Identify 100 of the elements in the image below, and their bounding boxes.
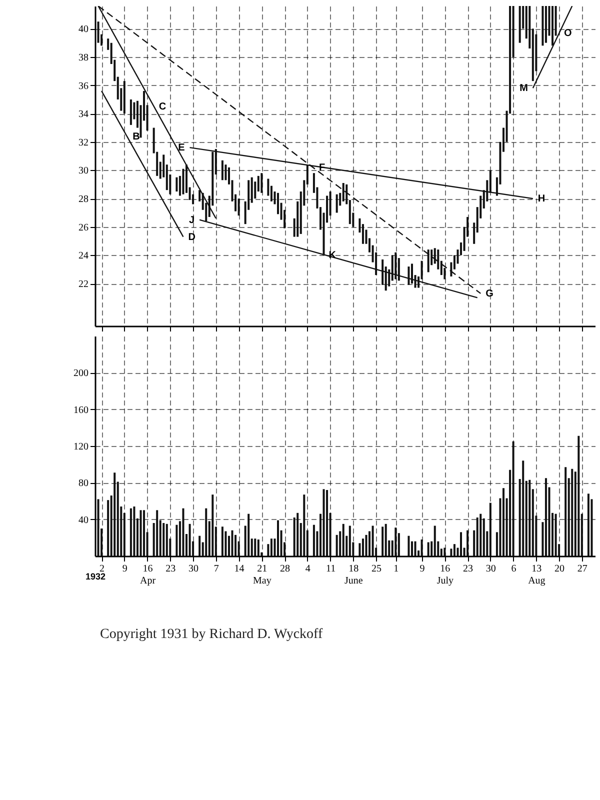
bar [198, 536, 201, 556]
bar [476, 518, 478, 556]
bar [166, 524, 168, 556]
bar [254, 538, 256, 556]
annotation: H [538, 194, 546, 205]
bar [336, 194, 338, 213]
bar [130, 508, 132, 556]
bar [162, 523, 165, 556]
bar [394, 528, 397, 556]
x-tick-label: 16 Apr [140, 564, 156, 586]
y-tick-label: 22 [78, 279, 88, 290]
annotation: M [520, 83, 528, 94]
y-tick-label: 24 [78, 250, 88, 262]
bar [365, 534, 368, 556]
bar [257, 540, 260, 556]
bar [221, 526, 224, 556]
bar [312, 524, 315, 556]
bar [489, 502, 492, 556]
text: Copyright 1931 by Richard D. Wyckoff [100, 627, 324, 643]
bar [133, 506, 136, 556]
bar [260, 173, 263, 193]
bar [176, 524, 178, 556]
y-tick-label: 120 [74, 442, 88, 452]
bar [564, 467, 567, 556]
x-tick-label: 16 July [436, 564, 454, 586]
x-tick-label: 27 [577, 564, 588, 574]
bar [182, 508, 184, 556]
bar [394, 252, 397, 280]
x-tick-label: 2 [100, 564, 105, 574]
bar [322, 489, 325, 556]
x-tick-label: 18 June [344, 564, 364, 586]
bar [176, 177, 178, 192]
bar [444, 548, 446, 556]
bar [362, 538, 364, 556]
x-tick-label: 14 [234, 564, 244, 574]
bar [205, 508, 208, 556]
bar [544, 6, 547, 43]
x-tick-label: 11 [326, 564, 336, 574]
bar [434, 526, 436, 556]
bar [156, 510, 158, 556]
y-tick-label: 26 [78, 222, 88, 234]
bar [408, 536, 410, 556]
x-tick-label: 4 [305, 564, 310, 574]
bar [528, 480, 531, 556]
bar [130, 99, 132, 125]
bar [140, 510, 142, 556]
y-tick-label: 28 [78, 194, 88, 206]
y-tick-label: 32 [78, 137, 88, 148]
bar [408, 266, 410, 285]
bar [303, 494, 306, 556]
x-tick-label: 6 [511, 564, 516, 574]
annotation: B [132, 131, 140, 142]
y-tick-label: 30 [78, 166, 88, 177]
bar [410, 264, 413, 284]
x-tick-label: 23 [463, 564, 474, 574]
bar [502, 488, 504, 556]
bar [231, 530, 234, 556]
bar [482, 518, 485, 556]
y-tick-label: 160 [74, 404, 88, 416]
y-tick-label: 38 [78, 52, 88, 64]
bar [453, 544, 456, 556]
bar [224, 164, 227, 180]
bar [554, 514, 557, 556]
bar [97, 499, 100, 556]
bar [518, 6, 521, 43]
bar [578, 436, 580, 556]
bar [348, 526, 351, 556]
annotation: O [564, 28, 572, 39]
bar [221, 160, 224, 180]
x-tick-label: 23 [166, 564, 176, 574]
bar [342, 182, 344, 202]
annotation: G [486, 288, 494, 300]
bar [212, 494, 214, 556]
bar [143, 510, 146, 556]
y-tick-label: 80 [78, 478, 88, 490]
annotation: J [189, 214, 195, 226]
bar [427, 250, 430, 272]
bar [466, 530, 469, 556]
bar [587, 494, 590, 556]
bar [336, 534, 338, 556]
x-tick-label: 9 [420, 564, 425, 574]
bar [427, 542, 430, 556]
bar [384, 524, 387, 556]
y-tick-label: 40 [78, 24, 88, 36]
bar [326, 490, 328, 556]
bar [277, 520, 280, 556]
x-tick-label: 21 May [252, 564, 272, 586]
x-tick-label: 30 [188, 564, 199, 574]
x-tick-label: 13 Aug [528, 564, 546, 586]
bar [114, 472, 116, 556]
bar [123, 81, 126, 114]
bar [188, 524, 191, 556]
bar [544, 478, 547, 556]
bar [234, 534, 237, 556]
x-tick-label: 28 [280, 564, 290, 574]
bar [414, 541, 416, 556]
bar [342, 524, 344, 556]
annotation: E [178, 142, 186, 154]
bar [248, 514, 250, 556]
bar [382, 526, 384, 556]
